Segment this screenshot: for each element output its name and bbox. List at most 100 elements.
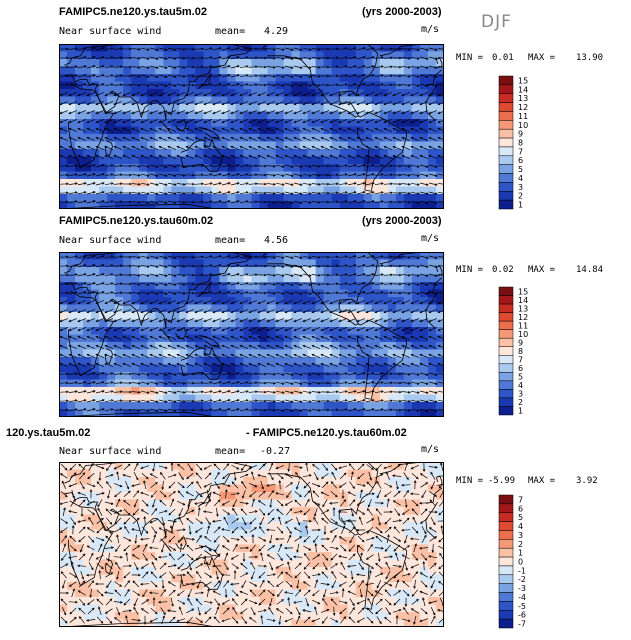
panel3-subtitle: Near surface wind (59, 446, 162, 457)
panel2-colorbar-box (498, 389, 514, 399)
panel2-wind-speed-map (59, 252, 444, 417)
panel2-colorbar-box (498, 363, 514, 373)
panel2-colorbar-label: 4 (518, 381, 523, 390)
panel2-colorbar-box (498, 303, 514, 313)
panel3-colorbar-box (498, 503, 514, 513)
panel3-colorbar-box (498, 583, 514, 593)
panel3-difference-map (59, 462, 444, 627)
panel1-colorbar-box (498, 75, 514, 86)
panel2-colorbar-label: 6 (518, 364, 523, 373)
panel3-colorbar-label: 3 (518, 531, 523, 540)
panel1-colorbar-box (498, 93, 514, 103)
panel2-colorbar-box (498, 406, 514, 416)
panel2-colorbar-box (498, 320, 514, 330)
panel2-colorbar-box (498, 295, 514, 305)
panel3-colorbar-box (498, 592, 514, 602)
panel3-colorbar-box (498, 512, 514, 522)
panel1-colorbar-box (498, 155, 514, 165)
panel2-colorbar-label: 3 (518, 390, 523, 399)
panel1-colorbar-label: 7 (518, 147, 523, 156)
panel1-colorbar-label: 4 (518, 174, 523, 183)
panel3-colorbar-box (498, 601, 514, 611)
map-field-cells (59, 462, 444, 627)
panel2-max-label: MAX = (528, 265, 556, 275)
panel3-colorbar-label: 6 (518, 504, 523, 513)
panel2-colorbar-box (498, 312, 514, 322)
panel3-colorbar-label: 4 (518, 522, 523, 531)
panel1-max-label: MAX = (528, 53, 556, 63)
panel2-min-label: MIN = (456, 265, 484, 275)
panel1-colorbar-box (498, 137, 514, 148)
panel3-colorbar-label: 1 (518, 549, 523, 558)
panel1-colorbar-label: 14 (518, 85, 528, 94)
panel3-colorbar-box (498, 574, 514, 584)
panel3-colorbar-box (498, 530, 514, 540)
panel3-colorbar-box (498, 494, 514, 505)
panel2-colorbar-label: 7 (518, 356, 523, 365)
panel2-colorbar-box (498, 397, 514, 407)
panel2-colorbar-box (498, 286, 514, 296)
panel1-units: m/s (421, 24, 440, 35)
panel2-colorbar-box (498, 380, 514, 390)
panel2-colorbar-label: 10 (518, 330, 528, 339)
panel2-colorbar-label: 8 (518, 347, 523, 356)
panel3-title-right: - FAMIPC5.ne120.ys.tau60m.02 (246, 427, 407, 439)
panel1-mean-label: mean= (215, 26, 246, 37)
panel1-colorbar-box (498, 182, 514, 192)
map-wind-vectors (59, 47, 444, 204)
panel3-min-value: -5.99 (488, 476, 516, 486)
panel3-colorbar-label: -4 (518, 593, 526, 602)
panel1-colorbar-label: 9 (518, 130, 523, 139)
panel3-colorbar-box (498, 539, 514, 549)
panel2-colorbar-label: 1 (518, 407, 523, 416)
panel2-mean-label: mean= (215, 235, 246, 246)
panel3-colorbar-label: -1 (518, 566, 526, 575)
panel1-colorbar-box (498, 84, 514, 94)
panel1-colorbar-box (498, 120, 514, 130)
panel3-colorbar-label: -3 (518, 584, 526, 593)
season-label: DJF (481, 12, 512, 32)
panel2-colorbar-label: 11 (518, 321, 528, 330)
panel3-max-label: MAX = (528, 476, 556, 486)
panel1-colorbar-label: 15 (518, 76, 528, 85)
panel3-colorbar-label: 0 (518, 558, 523, 567)
panel2-years: (yrs 2000-2003) (362, 215, 442, 227)
panel2-colorbar-label: 9 (518, 338, 523, 347)
panel2-colorbar-box (498, 355, 514, 365)
panel3-colorbar-label: -7 (518, 620, 526, 629)
panel1-title: FAMIPC5.ne120.ys.tau5m.02 (59, 6, 207, 18)
panel1-colorbar-box (498, 102, 514, 112)
panel3-colorbar-label: -5 (518, 602, 526, 611)
panel3-colorbar-label: 5 (518, 513, 523, 522)
panel2-colorbar-box (498, 346, 514, 356)
panel3-colorbar-label: -2 (518, 575, 526, 584)
panel3-units: m/s (421, 444, 440, 455)
panel2-colorbar-label: 13 (518, 304, 528, 313)
panel2-min-value: 0.02 (492, 265, 514, 275)
panel3-colorbar-box (498, 610, 514, 620)
panel1-colorbar-box (498, 173, 514, 183)
panel3-min-label: MIN = (456, 476, 484, 486)
panel1-colorbar-label: 8 (518, 139, 523, 148)
panel2-colorbar-label: 14 (518, 296, 528, 305)
panel3-colorbar-label: 2 (518, 540, 523, 549)
panel2-colorbar-label: 5 (518, 373, 523, 382)
panel3-colorbar-box (498, 521, 514, 531)
panel1-min-label: MIN = (456, 53, 484, 63)
panel1-colorbar-label: 10 (518, 121, 528, 130)
map-wind-vectors (59, 462, 444, 625)
panel2-colorbar-box (498, 329, 514, 339)
panel3-colorbar-box (498, 618, 514, 629)
panel1-colorbar-box (498, 111, 514, 121)
panel1-colorbar-label: 5 (518, 165, 523, 174)
panel1-colorbar-label: 3 (518, 183, 523, 192)
panel2-colorbar-label: 2 (518, 398, 523, 407)
panel1-subtitle: Near surface wind (59, 26, 162, 37)
panel3-mean-label: mean= (215, 446, 246, 457)
panel1-years: (yrs 2000-2003) (362, 6, 442, 18)
panel2-colorbar-box (498, 337, 514, 347)
panel1-colorbar-box (498, 146, 514, 157)
panel1-colorbar-label: 2 (518, 192, 523, 201)
